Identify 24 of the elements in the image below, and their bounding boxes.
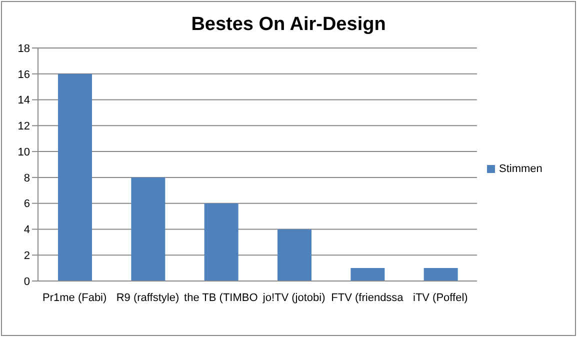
y-tick-label: 14 (18, 94, 30, 107)
y-tick-label: 0 (24, 276, 30, 288)
bar (424, 268, 458, 281)
bar (278, 229, 312, 281)
x-tick-label: R9 (raffstyle) (116, 292, 180, 304)
chart-title: Bestes On Air-Design (190, 14, 387, 36)
y-tick-label: 2 (24, 250, 30, 262)
legend-label: Stimmen (499, 162, 542, 174)
y-tick-label: 10 (18, 146, 30, 158)
x-tick-label: the TB (TIMBO (184, 292, 258, 304)
bar (58, 74, 92, 281)
y-tick-label: 6 (24, 198, 30, 210)
y-tick-label: 12 (18, 120, 30, 133)
x-tick-label: jo!TV (jotobi) (262, 292, 326, 304)
y-tick-label: 4 (24, 224, 30, 236)
bar (131, 177, 166, 281)
x-tick-label: Pr1me (Fabi) (42, 292, 107, 304)
y-tick-label: 16 (18, 68, 30, 81)
bar (204, 203, 238, 281)
x-tick-label: FTV (friendssa (331, 292, 404, 304)
y-tick-label: 18 (18, 42, 30, 55)
y-tick-label: 8 (24, 172, 30, 184)
x-tick-label: iTV (Poffel) (413, 292, 468, 304)
bar (350, 268, 385, 281)
